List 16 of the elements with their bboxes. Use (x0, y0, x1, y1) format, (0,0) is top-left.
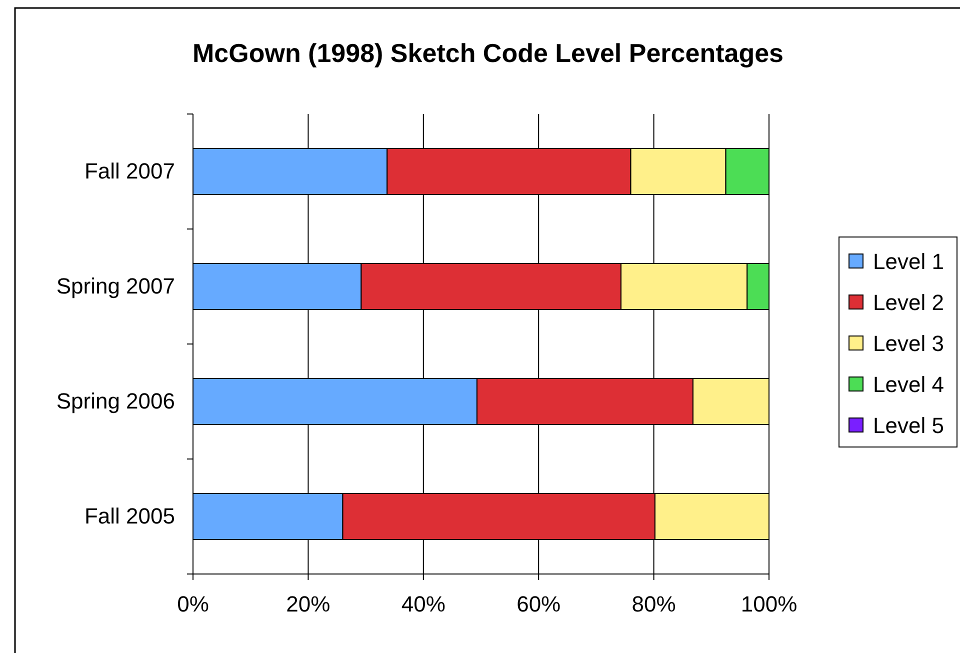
y-tick-label: Spring 2007 (56, 274, 175, 299)
y-tick-label: Fall 2005 (84, 504, 175, 529)
y-tick-label: Spring 2006 (56, 388, 175, 414)
x-tick-label: 60% (516, 592, 561, 617)
legend-label: Level 3 (873, 331, 944, 356)
x-tick-label: 40% (401, 592, 446, 617)
x-tick-label: 100% (740, 592, 798, 617)
y-tick-label: Fall 2007 (84, 158, 175, 184)
legend-label: Level 4 (873, 372, 944, 397)
legend-label: Level 2 (873, 290, 944, 315)
x-tick-label: 80% (632, 592, 676, 617)
x-tick-label: 20% (286, 592, 330, 617)
legend-label: Level 1 (873, 249, 944, 274)
x-tick-label: 0% (177, 592, 209, 617)
legend-label: Level 5 (873, 413, 944, 438)
chart-title: McGown (1998) Sketch Code Level Percentages (192, 38, 784, 68)
